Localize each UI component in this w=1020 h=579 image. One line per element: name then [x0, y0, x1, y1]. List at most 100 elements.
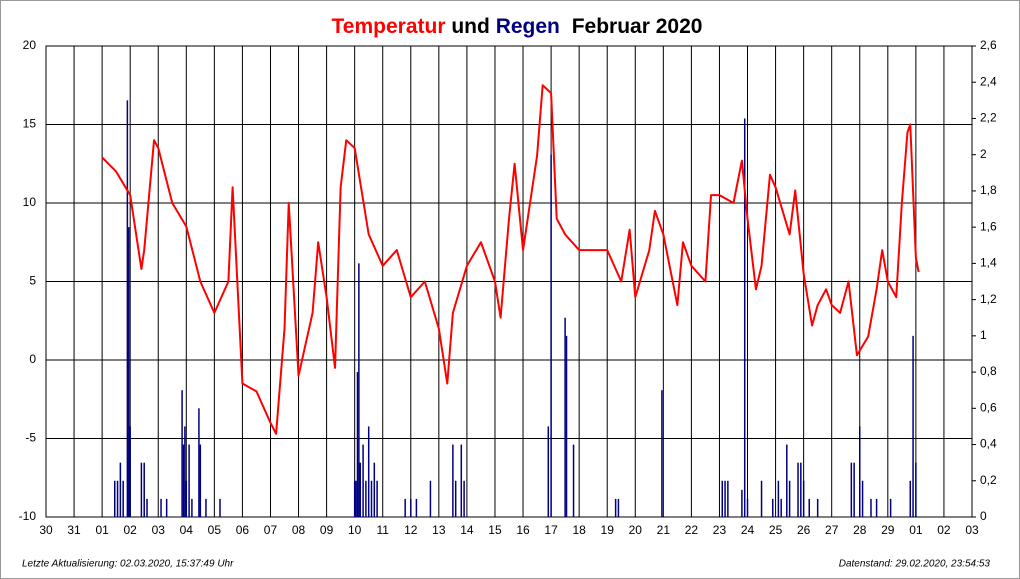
title-connector: und [451, 15, 489, 38]
rain-bar [741, 489, 743, 517]
rain-bar [550, 154, 552, 517]
rain-bar [797, 462, 799, 517]
x-tick-label: 07 [264, 523, 278, 537]
rain-bar [463, 480, 465, 517]
rain-bar [140, 462, 143, 517]
x-tick-label: 04 [180, 523, 194, 537]
y-tick-label: 10 [23, 195, 37, 209]
rain-bar [367, 426, 370, 517]
x-tick-label: 16 [516, 523, 530, 537]
y2-tick-label: 1,8 [980, 183, 997, 197]
x-tick-label: 30 [39, 523, 53, 537]
rain-bar [780, 498, 782, 517]
rain-bar [727, 480, 729, 517]
x-tick-label: 31 [67, 523, 81, 537]
rain-bar [185, 480, 188, 517]
rain-bar [777, 480, 780, 517]
rain-bar [816, 498, 819, 517]
x-tick-label: 29 [881, 523, 895, 537]
y-tick-label: -5 [25, 431, 36, 445]
x-tick-label: 26 [797, 523, 811, 537]
x-tick-label: 05 [208, 523, 222, 537]
rain-bar [182, 444, 185, 517]
y-tick-label: 5 [29, 274, 36, 288]
rain-bar [365, 480, 367, 517]
rain-bar [119, 462, 122, 517]
x-tick-label: 28 [853, 523, 867, 537]
rain-bar [376, 480, 378, 517]
rain-bar [128, 227, 130, 517]
y2-tick-label: 1 [980, 328, 987, 342]
rain-bar [564, 317, 566, 517]
rain-bar [165, 498, 168, 517]
x-tick-label: 03 [965, 523, 979, 537]
x-tick-label: 19 [601, 523, 615, 537]
rain-bar [429, 480, 432, 517]
rain-bar [808, 498, 810, 517]
x-tick-label: 18 [572, 523, 586, 537]
rain-bar [772, 498, 774, 517]
rain-bar [373, 462, 376, 517]
rain-bar [909, 480, 912, 517]
y2-tick-label: 1,4 [980, 256, 997, 270]
x-tick-label: 01 [909, 523, 923, 537]
rain-bar [404, 498, 406, 517]
y2-tick-label: 0,4 [980, 437, 997, 451]
rain-bar [859, 426, 861, 517]
rain-bar [743, 118, 746, 517]
x-tick-label: 14 [460, 523, 474, 537]
rain-bar [353, 480, 356, 517]
y-tick-label: 20 [23, 38, 37, 52]
x-tick-label: 06 [236, 523, 250, 537]
x-tick-label: 15 [488, 523, 502, 537]
rain-bar [746, 498, 749, 517]
rain-bar [359, 462, 362, 517]
rain-bar [850, 462, 853, 517]
footer-right: Datenstand: 29.02.2020, 23:54:53 [839, 559, 991, 570]
rain-bar [410, 498, 412, 517]
rain-bar [889, 498, 892, 517]
rain-bar [191, 498, 193, 517]
rain-bar [415, 498, 418, 517]
x-tick-label: 27 [825, 523, 839, 537]
x-tick-label: 21 [657, 523, 671, 537]
rain-bar [358, 263, 360, 517]
x-tick-label: 20 [629, 523, 643, 537]
rain-bar [184, 426, 186, 517]
footer-left: Letzte Aktualisierung: 02.03.2020, 15:37… [22, 559, 234, 570]
rain-bar [362, 444, 364, 517]
x-tick-label: 03 [152, 523, 166, 537]
rain-bar [205, 498, 207, 517]
x-tick-label: 01 [95, 523, 109, 537]
rain-bar [565, 335, 568, 517]
rain-bar [786, 444, 788, 517]
x-tick-label: 08 [292, 523, 306, 537]
rain-bar [661, 390, 663, 517]
rain-bar [853, 462, 855, 517]
rain-bar [800, 462, 802, 517]
rain-bar [614, 498, 617, 517]
y2-tick-label: 2,2 [980, 111, 997, 125]
rain-bar [875, 498, 878, 517]
rain-bar [160, 498, 162, 517]
title-rain: Regen [496, 15, 560, 38]
y2-tick-label: 2,6 [980, 38, 997, 52]
rain-bar [181, 390, 183, 517]
rain-bar [370, 480, 373, 517]
rain-bar [617, 498, 620, 517]
x-tick-label: 12 [404, 523, 418, 537]
rain-bar [454, 480, 457, 517]
x-tick-label: 02 [124, 523, 138, 537]
y2-tick-label: 2,4 [980, 74, 997, 88]
y-tick-label: 0 [29, 352, 36, 366]
rain-bar [870, 498, 872, 517]
rain-bar [113, 480, 116, 517]
rain-bar [547, 426, 550, 517]
chart-title: Temperatur und Regen Februar 2020 [332, 15, 703, 38]
x-tick-label: 11 [376, 523, 389, 537]
x-tick-label: 22 [685, 523, 699, 537]
rain-bar [915, 462, 917, 517]
y2-tick-label: 1,2 [980, 292, 997, 306]
